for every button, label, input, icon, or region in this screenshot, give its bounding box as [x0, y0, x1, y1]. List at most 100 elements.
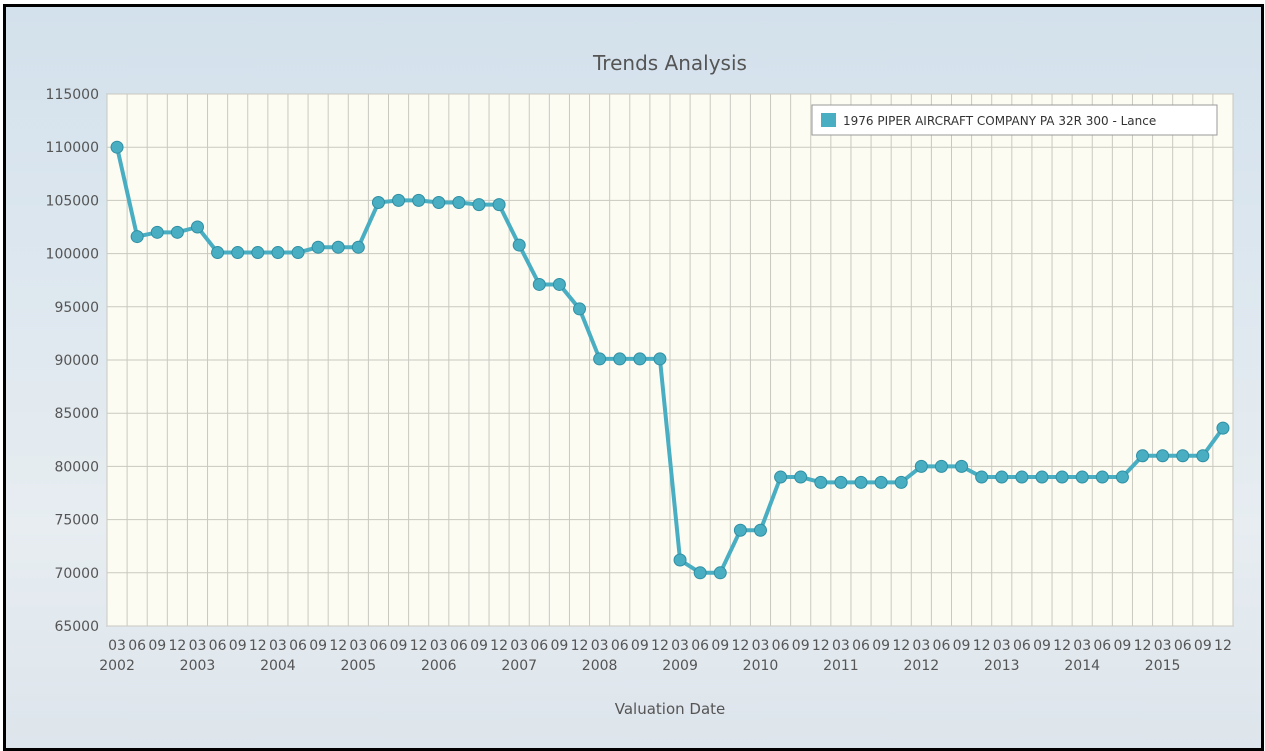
data-point[interactable] [331, 240, 345, 254]
data-point[interactable] [532, 277, 546, 291]
data-point[interactable] [894, 475, 908, 489]
y-tick-label: 65000 [54, 619, 99, 635]
x-tick-label: 03 [752, 638, 770, 654]
data-point[interactable] [673, 553, 687, 567]
x-tick-label: 03 [430, 638, 448, 654]
x-tick-label: 06 [933, 638, 951, 654]
trends-chart: 115000 110000 105000 100000 95000 90000 85000 8… [46, 51, 1234, 718]
data-point[interactable] [1075, 470, 1089, 484]
x-tick-label: 03 [832, 638, 850, 654]
data-point[interactable] [874, 475, 888, 489]
data-point[interactable] [231, 246, 245, 260]
data-point[interactable] [170, 225, 184, 239]
data-point[interactable] [995, 470, 1009, 484]
data-point[interactable] [814, 475, 828, 489]
data-point[interactable] [251, 246, 265, 260]
y-tick-label: 95000 [54, 300, 99, 316]
x-tick-label: 12 [249, 638, 267, 654]
y-tick-label: 75000 [54, 513, 99, 529]
data-point[interactable] [753, 523, 767, 537]
x-tick-label: 03 [108, 638, 126, 654]
data-point[interactable] [371, 196, 385, 210]
data-point[interactable] [1196, 449, 1210, 463]
data-point[interactable] [211, 246, 225, 260]
x-tick-label: 06 [852, 638, 870, 654]
data-point[interactable] [573, 302, 587, 316]
data-point[interactable] [914, 459, 928, 473]
x-year-label: 2003 [180, 658, 216, 674]
x-tick-label: 06 [1093, 638, 1111, 654]
x-tick-label: 09 [550, 638, 568, 654]
x-year-label: 2014 [1064, 658, 1100, 674]
data-point[interactable] [412, 193, 426, 207]
x-tick-label: 12 [1053, 638, 1071, 654]
x-tick-label: 06 [1174, 638, 1192, 654]
data-point[interactable] [653, 352, 667, 366]
x-tick-label: 03 [510, 638, 528, 654]
data-point[interactable] [794, 470, 808, 484]
data-point[interactable] [472, 198, 486, 212]
data-point[interactable] [150, 225, 164, 239]
data-point[interactable] [311, 240, 325, 254]
x-year-label: 2012 [904, 658, 940, 674]
x-tick-label: 06 [289, 638, 307, 654]
data-point[interactable] [492, 198, 506, 212]
x-tick-label: 09 [631, 638, 649, 654]
data-point[interactable] [1095, 470, 1109, 484]
data-point[interactable] [271, 246, 285, 260]
x-tick-label: 06 [209, 638, 227, 654]
data-point[interactable] [1156, 449, 1170, 463]
data-point[interactable] [593, 352, 607, 366]
series-layer [110, 140, 1230, 580]
y-tick-label: 105000 [46, 193, 99, 209]
data-point[interactable] [633, 352, 647, 366]
x-tick-label: 03 [269, 638, 287, 654]
data-point[interactable] [110, 140, 124, 154]
data-point[interactable] [291, 246, 305, 260]
data-point[interactable] [1015, 470, 1029, 484]
data-point[interactable] [512, 238, 526, 252]
data-point[interactable] [1136, 449, 1150, 463]
x-tick-label: 09 [470, 638, 488, 654]
data-point[interactable] [693, 566, 707, 580]
data-point[interactable] [934, 459, 948, 473]
data-point[interactable] [392, 193, 406, 207]
data-point[interactable] [713, 566, 727, 580]
data-point[interactable] [613, 352, 627, 366]
data-point[interactable] [834, 475, 848, 489]
data-point[interactable] [190, 220, 204, 234]
legend-box [811, 104, 1218, 136]
x-tick-label: 09 [1194, 638, 1212, 654]
data-point[interactable] [975, 470, 989, 484]
data-point[interactable] [733, 523, 747, 537]
data-point[interactable] [452, 196, 466, 210]
data-point[interactable] [774, 470, 788, 484]
x-year-label: 2008 [582, 658, 618, 674]
data-point[interactable] [1035, 470, 1049, 484]
x-year-label: 2007 [501, 658, 537, 674]
data-point[interactable] [1115, 470, 1129, 484]
y-axis: 115000 110000 105000 100000 95000 90000 85000 8… [46, 87, 99, 635]
data-point[interactable] [552, 277, 566, 291]
x-tick-label: 03 [1154, 638, 1172, 654]
x-year-label: 2002 [99, 658, 135, 674]
y-tick-label: 90000 [54, 353, 99, 369]
data-point[interactable] [130, 230, 144, 244]
data-point[interactable] [854, 475, 868, 489]
data-point[interactable] [351, 240, 365, 254]
x-tick-label: 12 [329, 638, 347, 654]
data-point[interactable] [955, 459, 969, 473]
x-tick-label: 12 [973, 638, 991, 654]
data-point[interactable] [1176, 449, 1190, 463]
x-tick-label: 03 [1073, 638, 1091, 654]
data-point[interactable] [1216, 421, 1230, 435]
x-year-label: 2015 [1145, 658, 1181, 674]
x-tick-label: 03 [349, 638, 367, 654]
x-tick-label: 06 [128, 638, 146, 654]
data-point[interactable] [432, 196, 446, 210]
x-tick-label: 09 [1033, 638, 1051, 654]
x-tick-label: 03 [591, 638, 609, 654]
x-year-label: 2010 [743, 658, 779, 674]
data-point[interactable] [1055, 470, 1069, 484]
x-year-label: 2013 [984, 658, 1020, 674]
